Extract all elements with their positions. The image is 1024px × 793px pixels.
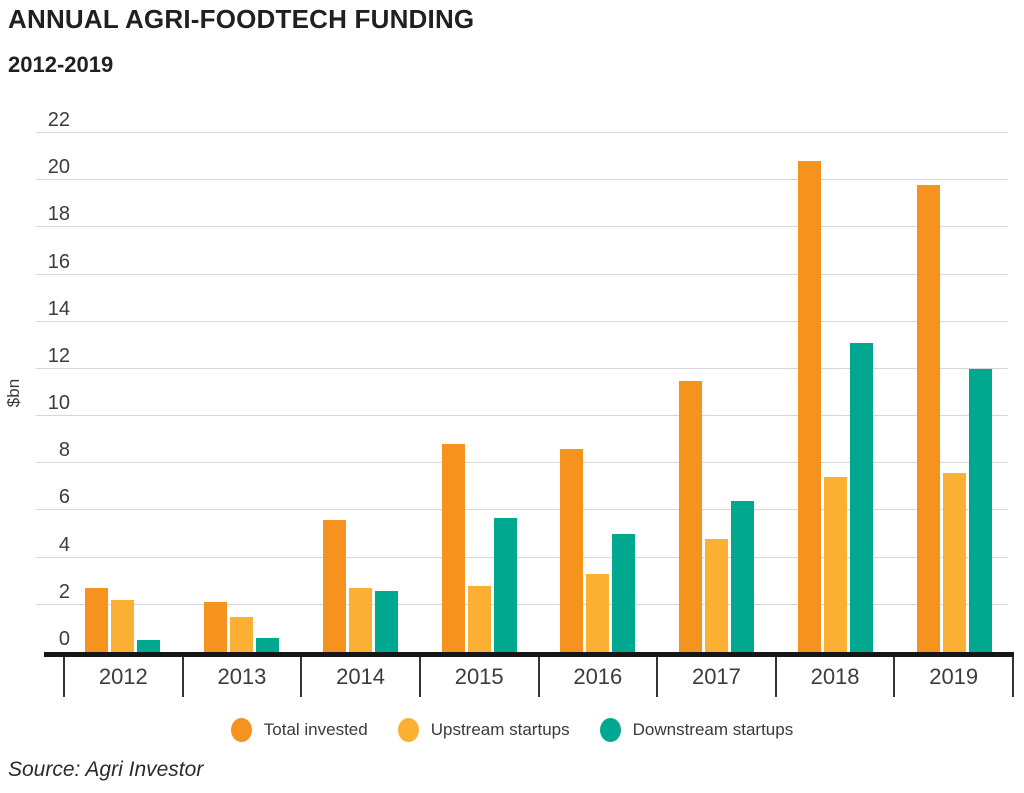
bar-group-2015 — [420, 133, 539, 652]
gridline-6 — [36, 509, 1008, 511]
bar-downstream-startups-2013 — [255, 637, 279, 652]
x-tick-label-2012: 2012 — [98, 664, 148, 689]
bar-total-invested-2019 — [917, 184, 941, 652]
x-tick-label-2015: 2015 — [454, 664, 504, 689]
legend: Total invested Upstream startups Downstrea… — [0, 718, 1024, 742]
gridline-14 — [36, 320, 1008, 322]
bars-layer — [63, 133, 1014, 652]
plot-area: $bn 0 2 4 6 8 10 12 14 16 18 20 22 2012 2013 2014 2015… — [4, 110, 1014, 697]
y-tick-label-12: 12 — [47, 344, 70, 367]
y-tick-label-6: 6 — [58, 486, 70, 509]
chart-subtitle: 2012-2019 — [8, 52, 114, 77]
gridline-20 — [36, 179, 1008, 181]
bar-upstream-startups-2017 — [705, 538, 729, 652]
bar-group-2016 — [539, 133, 658, 652]
legend-label: Downstream startups — [632, 720, 794, 739]
legend-item-downstream-startups: Downstream startups — [599, 718, 794, 742]
legend-item-upstream-startups: Upstream startups — [397, 718, 570, 742]
y-tick-label-18: 18 — [47, 203, 70, 226]
bar-total-invested-2013 — [203, 602, 227, 652]
legend-label: Total invested — [263, 720, 368, 739]
y-tick-label-0: 0 — [58, 628, 70, 650]
bar-total-invested-2018 — [798, 161, 822, 652]
x-axis-bands: 2012 2013 2014 2015 2016 2017 2018 2019 — [63, 657, 1014, 697]
gridline-12 — [36, 367, 1008, 369]
y-tick-label-4: 4 — [58, 533, 70, 556]
x-tick-label-2016: 2016 — [573, 664, 623, 689]
bar-total-invested-2017 — [679, 380, 703, 652]
x-band-2017: 2017 — [656, 657, 775, 697]
y-tick-label-14: 14 — [47, 297, 70, 320]
bar-group-2014 — [301, 133, 420, 652]
y-tick-label-20: 20 — [47, 156, 70, 179]
bar-upstream-startups-2018 — [824, 477, 848, 652]
gridline-2 — [36, 603, 1008, 605]
x-band-2013: 2013 — [181, 657, 301, 697]
legend-label: Upstream startups — [430, 720, 570, 739]
bar-upstream-startups-2012 — [110, 600, 134, 652]
gridline-16 — [36, 273, 1008, 275]
bar-group-2012 — [63, 133, 182, 652]
source-note: Source: Agri Investor — [8, 758, 204, 781]
bar-group-2017 — [657, 133, 776, 652]
y-axis-title-wrap: $bn — [2, 133, 26, 652]
legend-swatch-icon — [397, 718, 419, 742]
x-tick-label-2013: 2013 — [217, 664, 267, 689]
bar-total-invested-2014 — [322, 519, 346, 652]
x-tick-label-2017: 2017 — [691, 664, 741, 689]
x-band-2014: 2014 — [300, 657, 419, 697]
bar-downstream-startups-2016 — [612, 534, 636, 652]
bar-group-2018 — [776, 133, 895, 652]
bar-group-2019 — [895, 133, 1014, 652]
chart-title: ANNUAL AGRI-FOODTECH FUNDING — [8, 4, 475, 34]
bar-upstream-startups-2019 — [943, 472, 967, 652]
bar-downstream-startups-2017 — [731, 501, 755, 652]
bar-downstream-startups-2014 — [374, 590, 398, 652]
legend-item-total-invested: Total invested — [230, 718, 368, 742]
y-tick-label-2: 2 — [58, 580, 70, 603]
bar-total-invested-2016 — [560, 449, 584, 652]
bar-group-2013 — [182, 133, 301, 652]
x-band-2018: 2018 — [774, 657, 894, 697]
legend-swatch-icon — [599, 718, 621, 742]
x-tick-label-2014: 2014 — [336, 664, 386, 689]
bar-downstream-startups-2015 — [493, 517, 517, 652]
x-band-2012: 2012 — [63, 657, 182, 697]
x-band-2016: 2016 — [537, 657, 657, 697]
bar-total-invested-2012 — [84, 588, 108, 652]
legend-swatch-icon — [230, 718, 252, 742]
gridline-10 — [36, 415, 1008, 417]
x-axis-line — [44, 652, 1014, 657]
gridline-22 — [36, 132, 1008, 133]
bar-upstream-startups-2015 — [467, 585, 491, 652]
bar-downstream-startups-2018 — [850, 342, 874, 652]
bar-upstream-startups-2014 — [348, 588, 372, 652]
gridline-4 — [36, 556, 1008, 558]
bar-downstream-startups-2019 — [969, 368, 993, 652]
bar-total-invested-2015 — [441, 444, 465, 652]
gridline-18 — [36, 226, 1008, 228]
bar-upstream-startups-2013 — [229, 616, 253, 652]
y-tick-label-16: 16 — [47, 250, 70, 273]
bar-downstream-startups-2012 — [136, 640, 160, 652]
y-tick-label-8: 8 — [58, 439, 70, 462]
y-tick-label-22: 22 — [47, 109, 70, 131]
bar-upstream-startups-2016 — [586, 574, 610, 652]
x-band-2015: 2015 — [418, 657, 538, 697]
x-tick-label-2018: 2018 — [810, 664, 860, 689]
gridline-8 — [36, 462, 1008, 464]
y-tick-label-10: 10 — [47, 392, 70, 415]
x-band-2019: 2019 — [893, 657, 1012, 697]
x-tick-label-2019: 2019 — [929, 664, 979, 689]
y-axis-title: $bn — [4, 378, 23, 407]
